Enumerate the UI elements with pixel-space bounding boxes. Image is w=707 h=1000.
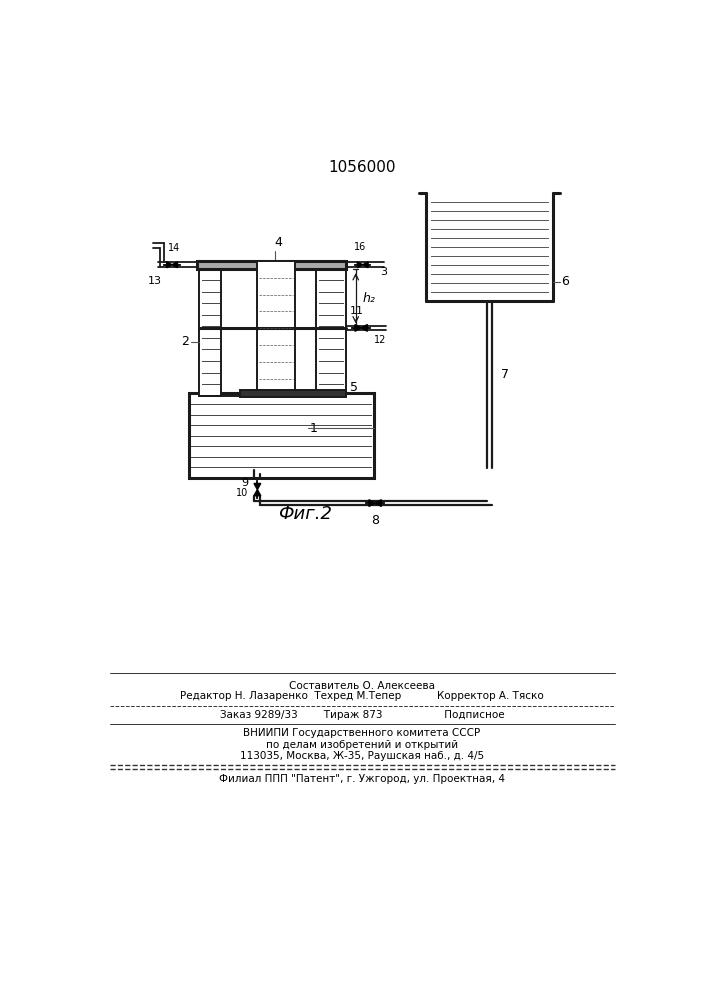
Text: 14: 14 — [168, 243, 180, 253]
Text: 9: 9 — [241, 478, 248, 488]
Text: 113035, Москва, Ж-35, Раушская наб., д. 4/5: 113035, Москва, Ж-35, Раушская наб., д. … — [240, 751, 484, 761]
Text: 10: 10 — [236, 488, 248, 498]
Text: Составитель О. Алексеева: Составитель О. Алексеева — [289, 681, 435, 691]
Bar — [189, 393, 373, 478]
Bar — [426, 193, 429, 301]
Bar — [199, 269, 221, 396]
Bar — [240, 389, 346, 397]
Text: Филиал ППП "Патент", г. Ужгород, ул. Проектная, 4: Филиал ППП "Патент", г. Ужгород, ул. Про… — [219, 774, 505, 784]
Text: 6: 6 — [561, 275, 569, 288]
Text: 2: 2 — [181, 335, 189, 348]
Polygon shape — [254, 490, 261, 496]
Text: по делам изобретений и открытий: по делам изобретений и открытий — [266, 740, 458, 750]
Text: ВНИИПИ Государственного комитета СССР: ВНИИПИ Государственного комитета СССР — [243, 728, 481, 738]
Text: 7: 7 — [501, 368, 509, 381]
Text: Редактор Н. Лазаренко  Техред М.Тепер           Корректор А. Тяско: Редактор Н. Лазаренко Техред М.Тепер Кор… — [180, 691, 544, 701]
Text: 8: 8 — [371, 514, 379, 527]
Polygon shape — [355, 325, 361, 331]
Text: 1: 1 — [309, 422, 317, 434]
Bar — [197, 261, 346, 269]
Text: 11: 11 — [350, 306, 364, 316]
Polygon shape — [254, 483, 261, 490]
Text: 5: 5 — [351, 381, 358, 394]
Text: h₂: h₂ — [363, 292, 375, 305]
Polygon shape — [369, 500, 375, 506]
Polygon shape — [172, 262, 177, 268]
Polygon shape — [375, 500, 381, 506]
Polygon shape — [167, 262, 172, 268]
Text: Фиг.2: Фиг.2 — [279, 505, 332, 523]
Bar — [257, 261, 295, 396]
Bar — [316, 269, 346, 396]
Text: Заказ 9289/33        Тираж 873                   Подписное: Заказ 9289/33 Тираж 873 Подписное — [220, 710, 504, 720]
Text: 3: 3 — [380, 267, 387, 277]
Text: 12: 12 — [374, 335, 387, 345]
Polygon shape — [357, 262, 363, 268]
Text: 1056000: 1056000 — [328, 160, 396, 175]
Text: 4: 4 — [274, 236, 282, 249]
Text: 16: 16 — [354, 242, 366, 252]
Polygon shape — [361, 325, 368, 331]
Text: 13: 13 — [148, 276, 162, 286]
Polygon shape — [363, 262, 368, 268]
